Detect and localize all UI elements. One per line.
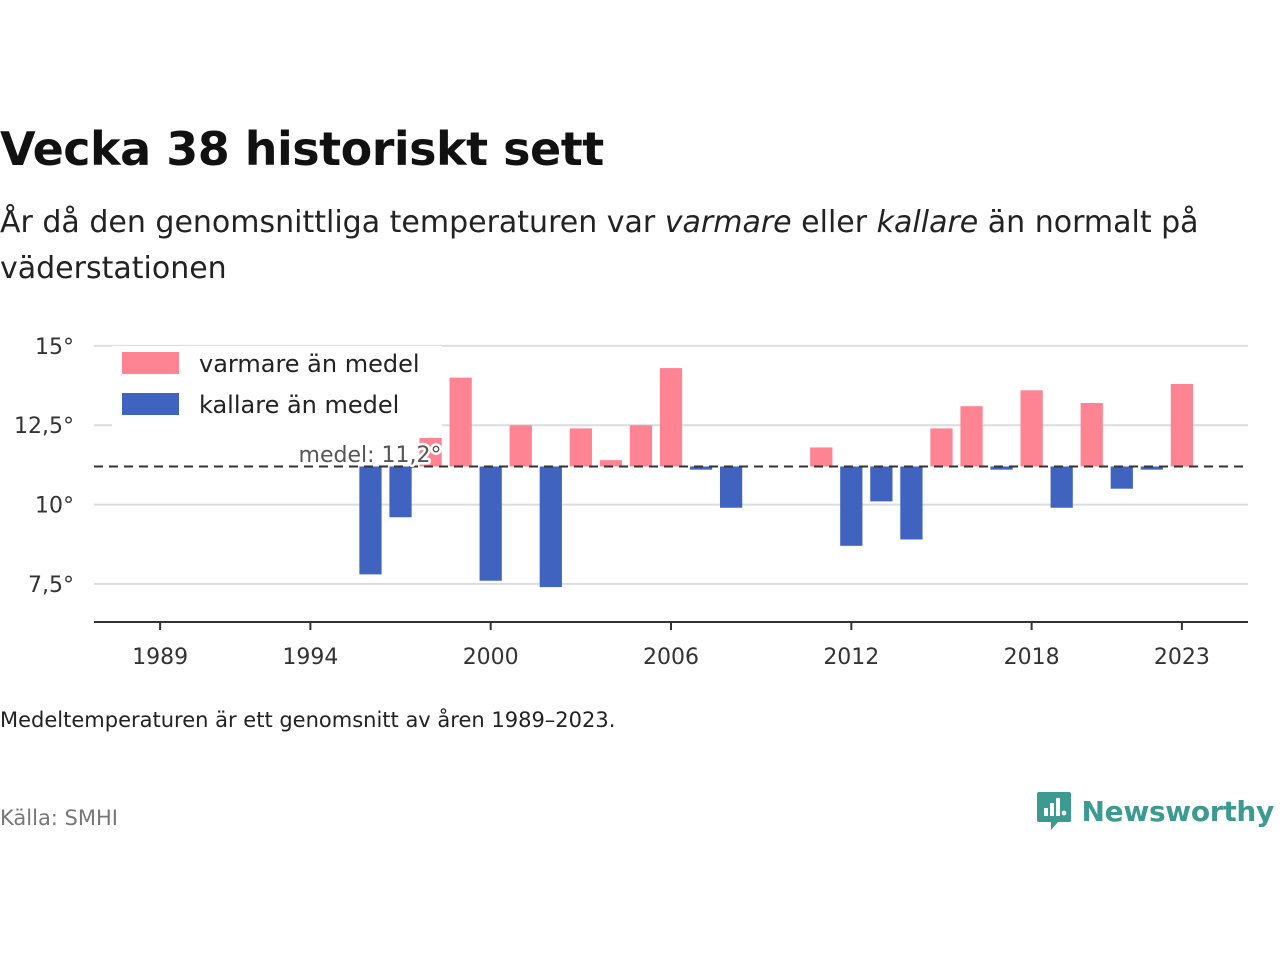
legend-swatch (122, 393, 179, 415)
bar-warm (1080, 403, 1103, 467)
bar-warm (810, 447, 833, 467)
x-tick-label: 2018 (1004, 645, 1060, 670)
bar-warm (569, 428, 592, 467)
footnote: Medeltemperaturen är ett genomsnitt av å… (0, 708, 616, 732)
subtitle-cold: kallare (876, 205, 979, 240)
subtitle-part-3: än normalt på väderstationen (0, 205, 1199, 286)
brand-name: Newsworthy (1081, 794, 1275, 828)
bar-warm (1170, 383, 1194, 467)
y-tick-label: 15° (35, 335, 74, 360)
bar-cold (1110, 466, 1133, 489)
subtitle-part-1: År då den genomsnittliga temperaturen va… (0, 205, 665, 240)
bar-cold (539, 466, 562, 588)
bar-cold (990, 466, 1013, 470)
bar-cold (1140, 466, 1163, 470)
bar-cold (1050, 466, 1073, 508)
bar-cold (359, 466, 382, 575)
subtitle-part-2: eller (791, 205, 877, 240)
y-tick-label: 7,5° (28, 573, 74, 598)
x-tick-label: 2006 (643, 645, 699, 670)
bar-warm (930, 428, 953, 467)
bar-cold (719, 466, 743, 508)
x-tick-label: 1994 (282, 645, 338, 670)
y-tick-label: 12,5° (14, 414, 74, 439)
legend-swatch (122, 352, 179, 374)
x-tick-label: 2000 (463, 645, 519, 670)
chart-subtitle: År då den genomsnittliga temperaturen va… (0, 200, 1260, 292)
bar-cold (900, 466, 923, 540)
bar-cold (870, 466, 893, 502)
bar-cold (840, 466, 863, 546)
brand: Newsworthy (1036, 790, 1274, 832)
bar-warm (449, 377, 472, 467)
bar-cold (479, 466, 502, 581)
legend-label: varmare än medel (199, 350, 420, 378)
bar-cold (689, 466, 713, 470)
bar-cold (389, 466, 412, 518)
x-tick-label: 2023 (1154, 645, 1210, 670)
legend-label: kallare än medel (199, 391, 399, 419)
bar-warm (659, 368, 683, 467)
bar-warm (509, 425, 532, 467)
bar-warm (599, 460, 623, 467)
newsworthy-logo-icon (1036, 792, 1071, 830)
x-tick-label: 2012 (823, 645, 879, 670)
x-tick-label: 1989 (132, 645, 188, 670)
bar-chart: 7,5° 10° 12,5° 15° 1989 1994 2000 2006 2012 2018 2… (14, 335, 1248, 670)
bar-warm (1020, 390, 1043, 467)
baseline-label-line2: medel: 11,2° (299, 443, 442, 468)
y-tick-label: 10° (35, 494, 74, 519)
bar-warm (960, 406, 983, 467)
subtitle-warm: varmare (664, 205, 792, 240)
chart-title: Vecka 38 historiskt sett (0, 122, 604, 176)
source-label: Källa: SMHI (0, 806, 118, 830)
bar-warm (629, 425, 653, 467)
